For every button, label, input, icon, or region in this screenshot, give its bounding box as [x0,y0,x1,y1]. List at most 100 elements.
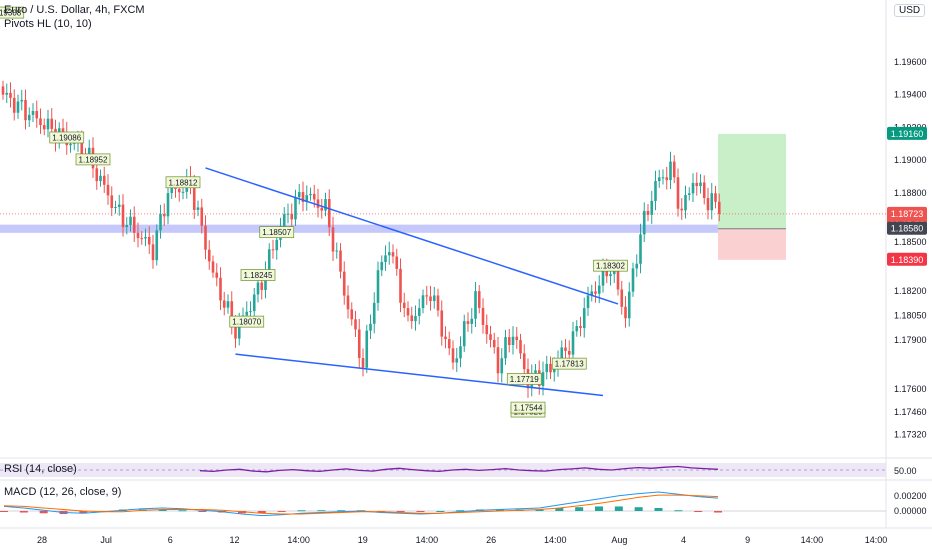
trendline [205,167,619,305]
candle [702,175,706,205]
candle [500,348,504,383]
time-tick-label: Aug [611,535,627,545]
rsi-layer [199,465,719,473]
candle [687,187,691,201]
candle [110,186,114,217]
candle [339,243,342,279]
price-tick-label: 1.18500 [894,237,927,247]
svg-text:1.18812: 1.18812 [169,178,198,187]
candle [489,325,492,348]
candle [470,308,474,334]
candle [327,189,331,236]
price-axis[interactable]: 1.196001.194001.192001.190001.188001.185… [894,57,927,516]
rsi-tick-label: 50.00 [894,466,917,476]
candle [271,239,275,259]
macd-histogram-bar [39,511,48,514]
candle [654,170,657,211]
time-tick-label: Jul [100,535,112,545]
time-tick-label: 28 [37,535,47,545]
rsi-title[interactable]: RSI (14, close) [4,463,77,475]
candle [331,216,335,261]
candle [395,248,399,276]
pivot-label: 1.17813 [551,357,587,370]
candle [474,281,477,327]
candle [369,314,372,339]
candle [631,262,635,297]
candle [391,244,395,264]
candle [436,288,440,317]
macd-histogram-bar [555,507,564,511]
pivot-label: 1.18812 [165,176,201,189]
candle [586,286,590,316]
candle [147,226,151,254]
time-tick-label: 14:00 [865,535,888,545]
candle [166,184,170,225]
candle [597,275,601,304]
time-tick-label: 4 [681,535,686,545]
svg-text:1.18390: 1.18390 [891,255,924,265]
macd-histogram-bar [337,510,346,512]
price-tick-label: 1.19400 [894,90,927,100]
candle [650,190,654,224]
candle [451,340,455,370]
time-tick-label: 26 [486,535,496,545]
pivot-label: 1.17544 [510,401,546,414]
stop-zone [718,228,786,260]
candle [429,285,432,311]
candle [459,336,462,368]
candle [579,316,582,337]
macd-histogram-bar [257,511,266,514]
svg-text:1.18070: 1.18070 [232,318,261,327]
candle [455,347,459,372]
macd-histogram-bar [634,507,643,511]
candle [357,318,361,368]
signal-line [3,494,719,515]
candle [462,314,466,353]
candle [564,339,567,359]
macd-histogram-bar [317,510,326,512]
candle [316,188,320,218]
candle [372,292,376,334]
candle [406,301,410,322]
pivot-label: 1.18507 [259,226,295,239]
candle [714,185,717,209]
candle [1,80,5,100]
candle [5,83,9,104]
price-tick-label: 1.19000 [894,155,927,165]
candle [129,209,132,232]
pivot-label: 1.18302 [593,259,628,272]
candle [425,285,429,305]
price-tick-label: 1.17460 [894,407,927,417]
candle [42,118,46,136]
indicator-title[interactable]: Pivots HL (10, 10) [4,18,92,30]
candle [440,300,444,346]
macd-histogram-bar [297,510,306,512]
candle [31,103,35,122]
macd-title[interactable]: MACD (12, 26, close, 9) [4,486,122,498]
candle [301,181,305,212]
candle [657,169,661,188]
macd-histogram-bar [178,510,187,512]
candle [522,344,526,378]
symbol-title[interactable]: Euro / U.S. Dollar, 4h, FXCM [4,4,145,16]
pivot-label: 1.19308 [0,6,25,19]
macd-histogram-bar [198,511,207,512]
candle [140,231,144,245]
macd-histogram-bar [614,506,623,511]
candle [39,108,42,134]
currency-badge[interactable]: USD [894,4,926,17]
svg-text:1.19308: 1.19308 [0,9,22,18]
candle [200,198,204,234]
candle [215,263,219,287]
time-axis[interactable]: 28 Jul 6 12 14:00 19 14:00 26 14:00 Aug 4 9 14:00 14:… [37,535,887,545]
pivot-label: 1.18070 [229,315,265,328]
pivot-label: 1.17719 [506,373,542,385]
price-tick-label: 1.17320 [894,430,927,440]
candle [114,200,117,214]
candle [444,326,447,349]
candle [575,320,579,337]
time-tick-label: 12 [229,535,239,545]
rsi-band [0,463,886,477]
